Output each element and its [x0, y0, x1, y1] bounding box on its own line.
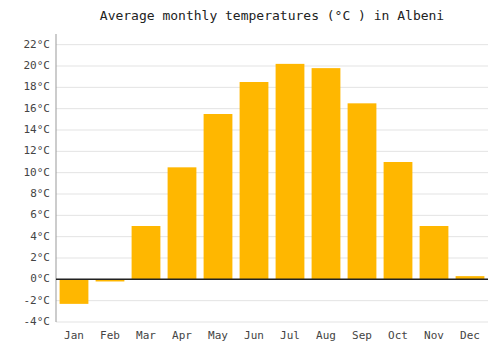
- x-tick-label: Aug: [316, 329, 336, 342]
- bar: [168, 167, 197, 279]
- x-tick-label: May: [208, 329, 228, 342]
- x-tick-label: Apr: [172, 329, 192, 342]
- grid-line: [56, 194, 488, 195]
- grid-line: [56, 172, 488, 173]
- grid-line: [56, 108, 488, 109]
- y-tick-label: 20°C: [24, 59, 51, 72]
- x-tick-label: Jun: [244, 329, 264, 342]
- bar: [60, 279, 89, 304]
- x-tick-label: Sep: [352, 329, 372, 342]
- grid: [56, 45, 488, 322]
- bar: [384, 162, 413, 279]
- y-tick-label: -4°C: [24, 315, 51, 328]
- bar: [276, 64, 305, 279]
- title: Average monthly temperatures (°C ) in Al…: [100, 8, 444, 23]
- grid-line: [56, 279, 488, 280]
- bar: [240, 82, 269, 279]
- y-tick-label: 4°C: [30, 230, 50, 243]
- y-tick-label: 16°C: [24, 102, 51, 115]
- x-axis: Jan Feb Mar Apr May Jun Jul Aug Sep Oct Nov Dec: [64, 329, 480, 342]
- bar: [132, 226, 161, 279]
- grid-line: [56, 322, 488, 323]
- y-tick-label: 8°C: [30, 187, 50, 200]
- y-tick-label: 6°C: [30, 208, 50, 221]
- bar: [204, 114, 233, 279]
- grid-line: [56, 215, 488, 216]
- bar: [420, 226, 449, 279]
- grid-line: [56, 66, 488, 67]
- y-tick-label: 18°C: [24, 80, 51, 93]
- x-tick-label: Jan: [64, 329, 84, 342]
- x-tick-label: Nov: [424, 329, 444, 342]
- zero-line: [56, 279, 488, 281]
- y-tick-label: -2°C: [24, 294, 51, 307]
- chart-container: -4°C -2°C 0°C 2°C 4°C 6°C 8°C 10°C 12°C 14°C 16°C 1…: [0, 0, 500, 350]
- y-tick-label: 14°C: [24, 123, 51, 136]
- bar: [348, 103, 377, 279]
- y-tick-label: 2°C: [30, 251, 50, 264]
- grid-line: [56, 300, 488, 301]
- x-tick-label: Jul: [280, 329, 300, 342]
- grid-line: [56, 44, 488, 45]
- grid-line: [56, 87, 488, 88]
- bar: [312, 68, 341, 279]
- x-tick-label: Oct: [388, 329, 408, 342]
- y-tick-label: 12°C: [24, 144, 51, 157]
- bars: [60, 64, 485, 304]
- y-tick-label: 22°C: [24, 38, 51, 51]
- y-tick-label: 0°C: [30, 272, 50, 285]
- chart: -4°C -2°C 0°C 2°C 4°C 6°C 8°C 10°C 12°C 14°C 16°C 1…: [0, 0, 500, 350]
- y-tick-label: 10°C: [24, 166, 51, 179]
- x-tick-label: Feb: [100, 329, 120, 342]
- x-tick-label: Dec: [460, 329, 480, 342]
- y-axis: -4°C -2°C 0°C 2°C 4°C 6°C 8°C 10°C 12°C 14°C 16°C 1…: [24, 38, 51, 328]
- grid-line: [56, 151, 488, 152]
- x-tick-label: Mar: [136, 329, 156, 342]
- grid-line: [56, 130, 488, 131]
